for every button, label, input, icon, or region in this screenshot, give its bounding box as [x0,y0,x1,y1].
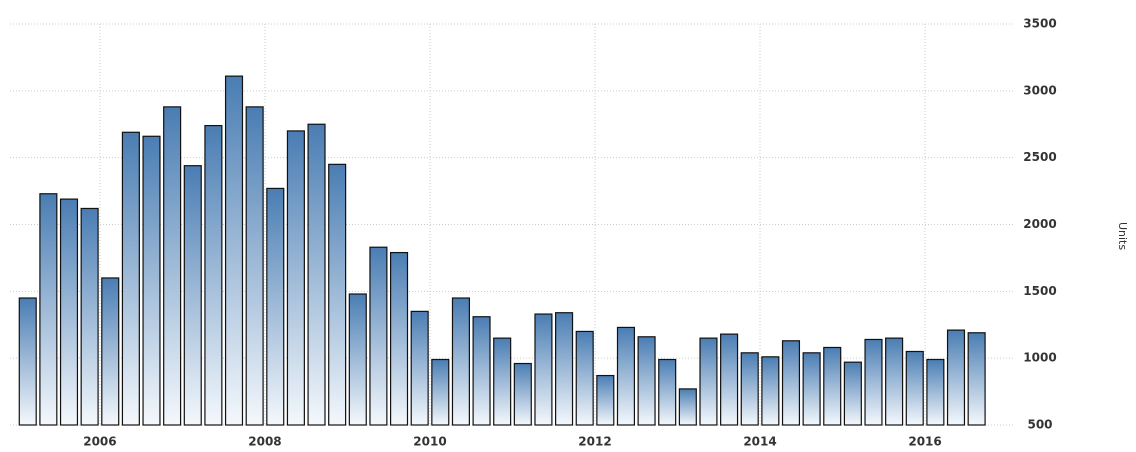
y-axis-label: Units [1116,222,1129,250]
bar [823,346,842,426]
bar [946,329,966,426]
bar [121,131,140,426]
bar [678,388,697,426]
bar [967,332,986,426]
bar [720,333,739,426]
bar [348,293,367,426]
y-tick-label: 3000 [1023,83,1056,97]
y-tick-label: 1500 [1023,284,1056,298]
bar [885,337,904,426]
bar [369,246,388,426]
bar [555,312,574,426]
bar [80,207,99,426]
bar [699,337,718,426]
bar [163,106,182,426]
bar [389,251,409,426]
bar [39,193,58,426]
bar [18,297,37,426]
bar [843,361,862,426]
bar [204,124,223,426]
bar [245,106,264,426]
bar [451,297,470,426]
bar [534,313,553,426]
bar [183,165,202,426]
bar [410,310,429,426]
bar [224,75,244,426]
bar [658,358,677,426]
x-tick-label: 2014 [743,435,776,449]
bar [472,316,491,426]
bar [142,135,161,426]
y-tick-label: 1000 [1023,351,1056,365]
bar [575,330,594,426]
bar [513,362,532,426]
bar [864,338,883,426]
bar [431,358,450,426]
bar [926,358,945,426]
x-tick-label: 2012 [578,435,611,449]
x-tick-label: 2016 [908,435,941,449]
bar [59,198,79,426]
bar [616,326,636,426]
x-tick-label: 2006 [83,435,116,449]
x-tick-label: 2010 [413,435,446,449]
bar [307,123,326,426]
bar [328,163,347,426]
bar [740,352,759,426]
bar [596,374,615,426]
x-tick-label: 2008 [248,435,281,449]
bar [286,130,305,426]
bar [905,350,924,426]
bar [101,277,120,426]
y-tick-label: 500 [1027,418,1052,432]
y-tick-label: 2500 [1023,150,1056,164]
bar [493,337,512,426]
y-tick-label: 2000 [1023,217,1056,231]
bar [637,336,656,426]
bar [802,352,821,426]
bar [781,340,801,426]
bar [761,356,780,426]
bar [266,187,285,426]
y-tick-label: 3500 [1023,17,1056,31]
